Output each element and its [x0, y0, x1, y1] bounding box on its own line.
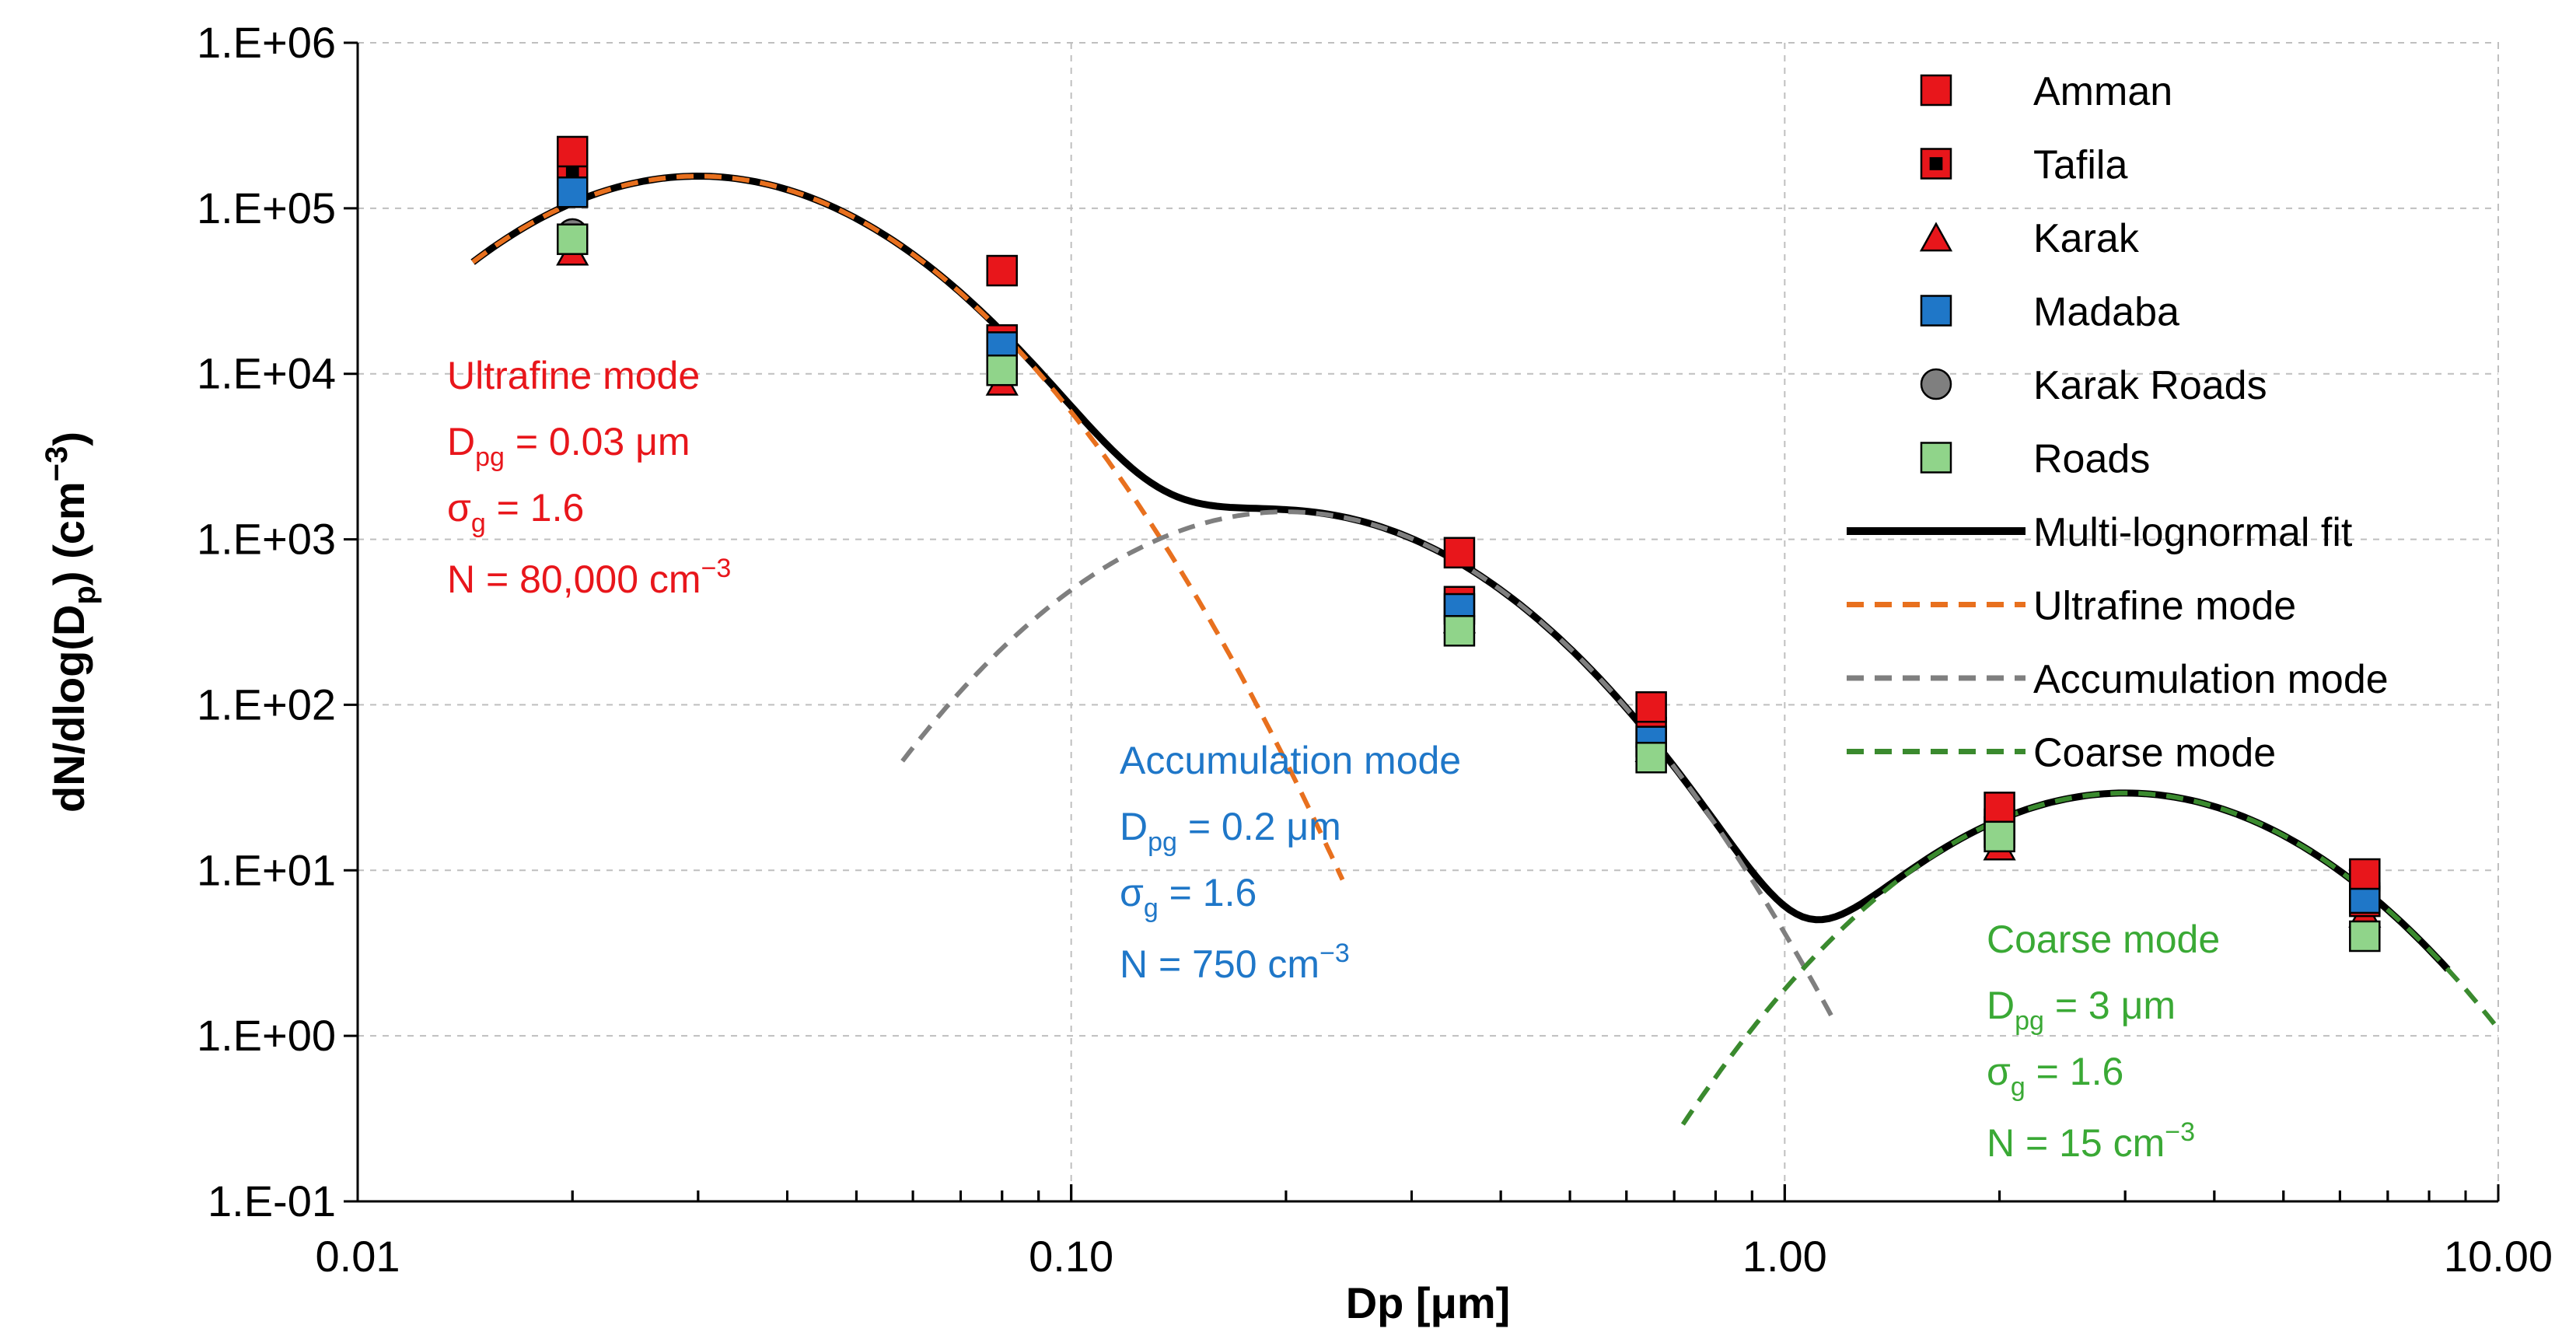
y-tick-label: 1.E-01 — [208, 1176, 336, 1225]
legend-item-amman: Amman — [1920, 69, 2172, 114]
legend-label: Tafila — [2033, 143, 2127, 188]
legend-item-tafila: Tafila — [1920, 143, 2127, 188]
x-axis-title: Dp [μm] — [1346, 1278, 1511, 1327]
roads-point — [986, 354, 1018, 386]
x-tick-label: 1.00 — [1742, 1232, 1827, 1281]
coarse-annotation-title: Coarse mode — [1987, 918, 2220, 961]
ultrafine-annotation-sigma: σg = 1.6 — [447, 486, 584, 538]
legend-label: Madaba — [2033, 290, 2179, 335]
ultrafine-annotation-n: N = 80,000 cm−3 — [447, 554, 731, 601]
curves — [470, 172, 2501, 1126]
legend-item-coarse-mode: Coarse mode — [1847, 731, 2276, 776]
accumulation-annotation-n: N = 750 cm−3 — [1120, 939, 1350, 986]
roads-point — [556, 223, 589, 255]
tick-labels: 1.E-01 1.E+00 1.E+01 1.E+02 1.E+03 1.E+04 1.E+… — [197, 18, 2553, 1281]
legend-marker — [1920, 74, 1952, 107]
accumulation-mode-line — [900, 509, 1838, 1026]
ultrafine-mode-line — [471, 173, 1345, 881]
legend-item-karak-roads: Karak Roads — [1920, 363, 2267, 408]
roads-point — [2349, 920, 2381, 953]
amman-point — [1635, 690, 1667, 723]
legend-label: Amman — [2033, 69, 2172, 114]
legend-marker — [1920, 295, 1952, 327]
coarse-annotation-dpg: Dpg = 3 μm — [1987, 984, 2176, 1036]
legend-item-multi-lognormal-fit: Multi-lognormal fit — [1847, 510, 2353, 555]
ultrafine-annotation: Ultrafine mode Dpg = 0.03 μm σg = 1.6 N = 8… — [447, 354, 731, 601]
amman-point — [556, 135, 589, 168]
y-tick-label: 1.E+06 — [197, 18, 336, 67]
y-tick-label: 1.E+04 — [197, 349, 336, 398]
y-tick-label: 1.E+01 — [197, 845, 336, 894]
legend-item-accumulation-mode: Accumulation mode — [1847, 657, 2389, 702]
data-points — [556, 135, 2382, 953]
legend-label: Roads — [2033, 437, 2150, 482]
y-tick-label: 1.E+00 — [197, 1011, 336, 1060]
legend-marker — [1920, 368, 1952, 400]
legend-label: Multi-lognormal fit — [2033, 510, 2353, 555]
x-tick-label: 0.10 — [1029, 1232, 1113, 1281]
mode-annotations: Ultrafine mode Dpg = 0.03 μm σg = 1.6 N = 8… — [447, 354, 2220, 1165]
madaba-point — [556, 176, 589, 208]
y-tick-label: 1.E+05 — [197, 184, 336, 232]
legend-item-ultrafine-mode: Ultrafine mode — [1847, 584, 2296, 629]
legend-label: Ultrafine mode — [2033, 584, 2296, 629]
legend-label: Accumulation mode — [2033, 657, 2389, 702]
amman-point — [2349, 858, 2381, 890]
accumulation-annotation-title: Accumulation mode — [1120, 739, 1461, 782]
legend-label: Coarse mode — [2033, 731, 2276, 776]
accumulation-annotation: Accumulation mode Dpg = 0.2 μm σg = 1.6 N =… — [1120, 739, 1461, 986]
amman-point — [1984, 792, 2015, 823]
ultrafine-annotation-dpg: Dpg = 0.03 μm — [447, 420, 690, 472]
accumulation-annotation-sigma: σg = 1.6 — [1120, 871, 1257, 923]
legend: Amman Tafila Karak Madaba Karak Roads Roads Mu… — [1847, 69, 2389, 776]
y-axis-title: dN/dlog(Dp) (cm−3) — [40, 432, 102, 813]
roads-point — [1443, 614, 1476, 647]
legend-item-madaba: Madaba — [1920, 290, 2179, 335]
y-tick-label: 1.E+03 — [197, 515, 336, 564]
coarse-annotation-n: N = 15 cm−3 — [1987, 1117, 2195, 1165]
legend-marker — [1920, 442, 1952, 474]
ultrafine-annotation-title: Ultrafine mode — [447, 354, 700, 397]
legend-item-karak: Karak — [1919, 216, 2140, 261]
roads-point — [1635, 742, 1667, 774]
amman-point — [1443, 537, 1476, 569]
x-tick-label: 10.00 — [2444, 1232, 2553, 1281]
x-tick-label: 0.01 — [316, 1232, 400, 1281]
y-tick-label: 1.E+02 — [197, 680, 336, 729]
coarse-annotation-sigma: σg = 1.6 — [1987, 1050, 2123, 1102]
legend-label: Karak Roads — [2033, 363, 2267, 408]
legend-marker-center — [1929, 157, 1943, 170]
amman-point — [986, 254, 1018, 287]
legend-marker — [1919, 222, 1953, 252]
coarse-mode-line — [1680, 790, 2501, 1126]
legend-label: Karak — [2033, 216, 2140, 261]
accumulation-annotation-dpg: Dpg = 0.2 μm — [1120, 805, 1341, 857]
coarse-annotation: Coarse mode Dpg = 3 μm σg = 1.6 N = 15 cm−3 — [1987, 918, 2220, 1165]
axes — [344, 41, 2500, 1203]
axis-titles: Dp [μm] dN/dlog(Dp) (cm−3) — [40, 432, 1510, 1327]
roads-point — [1984, 820, 2015, 853]
legend-item-roads: Roads — [1920, 437, 2150, 482]
